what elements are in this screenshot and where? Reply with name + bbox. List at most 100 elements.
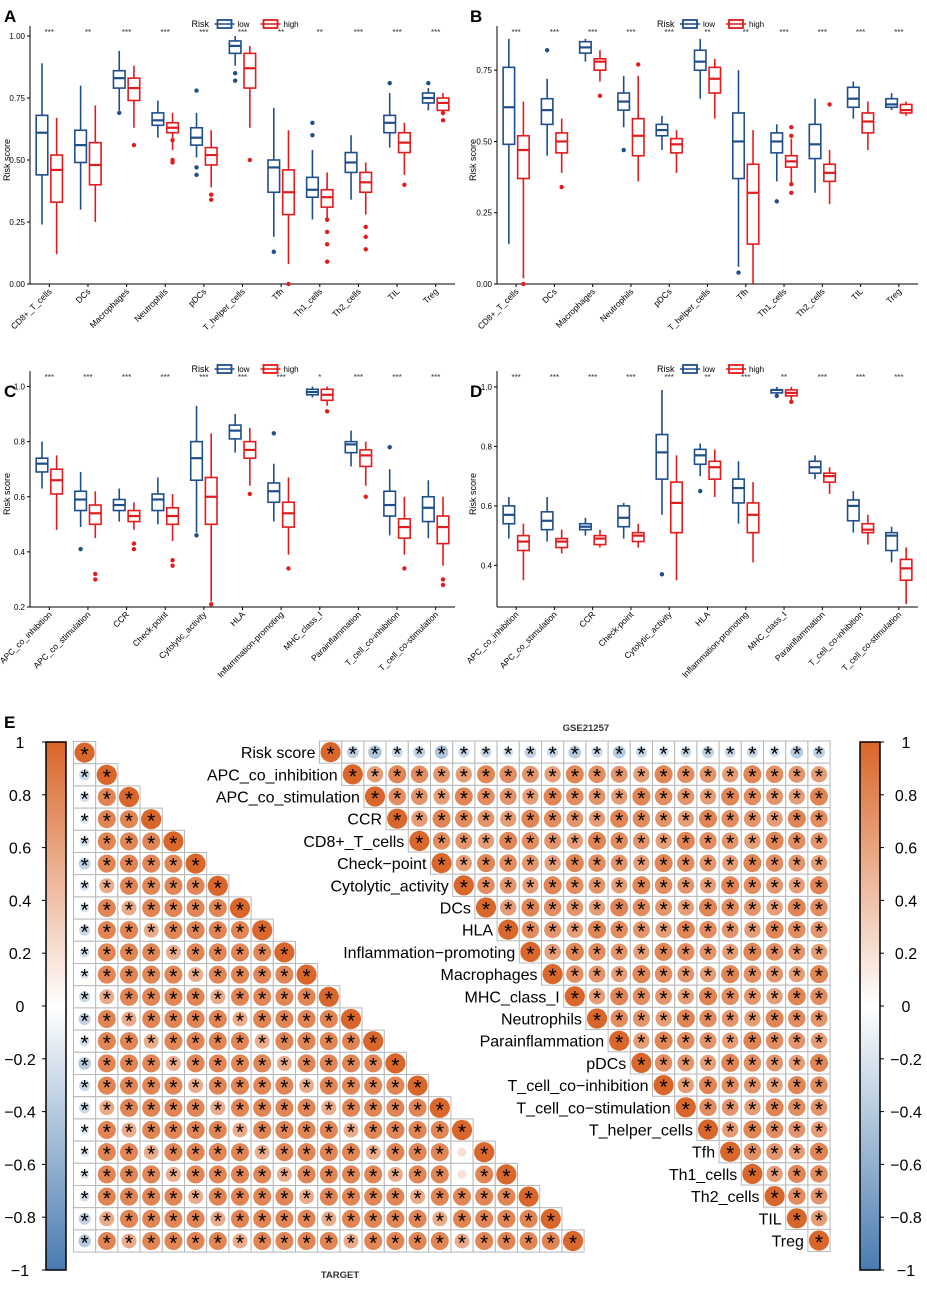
corr-circle — [810, 1010, 828, 1027]
corr-circle — [408, 1165, 427, 1184]
significance-marker: * — [482, 765, 490, 788]
significance-marker: * — [504, 854, 512, 877]
corr-circle — [119, 1165, 139, 1184]
outlier-point — [363, 234, 368, 240]
significance-marker: * — [660, 921, 668, 944]
corr-circle — [521, 832, 540, 850]
outlier-point — [521, 281, 526, 287]
significance-marker: * — [214, 1032, 222, 1055]
box-high-APC_co_inhibition — [516, 523, 530, 581]
box-iqr — [693, 49, 707, 72]
significance-marker: * — [81, 1099, 89, 1122]
significance-marker: * — [391, 1054, 399, 1077]
significance-marker: * — [726, 788, 734, 811]
corr-circle — [455, 809, 473, 828]
significance-marker: * — [125, 855, 133, 878]
corr-circle — [677, 788, 695, 805]
significance-marker: * — [726, 1121, 734, 1144]
outlier-point — [170, 557, 175, 563]
corr-circle — [79, 991, 91, 1003]
significance-marker: * — [103, 1054, 111, 1077]
box-iqr — [631, 531, 645, 543]
significance-marker: * — [147, 1165, 155, 1188]
significance-marker: * — [280, 1232, 288, 1255]
colorbar-tick-label: −0.8 — [4, 1210, 36, 1227]
significance-label: ** — [781, 373, 787, 382]
corr-circle — [230, 943, 250, 962]
significance-label: *** — [511, 28, 520, 37]
corr-circle — [524, 746, 537, 759]
box-low-T_helper_cells — [693, 38, 707, 99]
corr-circle — [164, 1187, 183, 1206]
corr-circle — [455, 854, 472, 872]
corr-circle — [164, 1209, 183, 1228]
significance-marker: * — [236, 1032, 244, 1055]
corr-circle — [457, 1169, 467, 1179]
significance-marker: * — [660, 965, 668, 988]
corr-circle — [340, 1008, 362, 1030]
corr-circle — [364, 1076, 383, 1095]
significance-label: *** — [894, 28, 903, 37]
significance-marker: * — [704, 788, 712, 811]
significance-marker: * — [771, 987, 779, 1010]
box-iqr — [112, 69, 126, 89]
significance-marker: * — [214, 877, 222, 900]
corr-circle — [253, 1120, 272, 1140]
significance-marker: * — [347, 1077, 355, 1100]
significance-marker: * — [280, 1010, 288, 1033]
box-iqr — [243, 52, 257, 89]
corr-circle — [809, 1053, 829, 1072]
significance-marker: * — [815, 1010, 823, 1033]
corr-circle — [408, 1120, 427, 1140]
significance-marker: * — [526, 810, 534, 833]
significance-marker: * — [192, 1010, 200, 1033]
corr-circle — [97, 1165, 116, 1184]
significance-marker: * — [549, 899, 557, 922]
outlier-point — [698, 488, 703, 494]
box-iqr — [731, 478, 746, 504]
corr-circle — [142, 1231, 161, 1251]
significance-marker: * — [147, 877, 155, 900]
x-tick-label: Check-point — [596, 609, 636, 649]
significance-marker: * — [526, 921, 534, 944]
corr-circle — [810, 766, 828, 783]
corr-circle — [186, 1231, 205, 1251]
significance-marker: * — [147, 1077, 155, 1100]
significance-marker: * — [369, 1232, 377, 1255]
corr-circle — [253, 987, 272, 1006]
significance-marker: * — [615, 788, 623, 811]
corr-circle — [208, 1032, 227, 1051]
significance-marker: * — [682, 765, 690, 788]
outlier-point — [93, 571, 98, 577]
significance-marker: * — [771, 810, 779, 833]
corr-circle — [253, 1231, 272, 1251]
significance-marker: * — [103, 899, 111, 922]
corr-circle — [654, 876, 673, 895]
outlier-point — [170, 157, 175, 163]
corr-circle — [813, 746, 825, 759]
significance-marker: * — [81, 810, 89, 833]
box-iqr — [267, 482, 281, 504]
significance-marker: * — [571, 788, 579, 811]
significance-marker: * — [147, 988, 155, 1011]
colorbar-tick-label: −1 — [897, 1263, 915, 1280]
colorbar-tick-label: −0.2 — [890, 1052, 922, 1069]
box-low-Parainflammation — [344, 430, 358, 467]
corr-circle — [547, 746, 559, 758]
significance-marker: * — [549, 810, 557, 833]
significance-marker: * — [371, 788, 379, 811]
corr-circle — [297, 987, 316, 1006]
corr-circle — [387, 808, 408, 829]
corr-circle — [699, 1098, 717, 1117]
box-iqr — [189, 440, 204, 482]
significance-marker: * — [436, 1099, 444, 1122]
significance-marker: * — [236, 1010, 244, 1033]
corr-circle — [230, 1187, 250, 1206]
corr-circle — [119, 1209, 139, 1228]
corr-circle — [676, 920, 695, 939]
corr-circle — [543, 876, 562, 895]
box-high-APC_co_inhibition — [50, 455, 64, 530]
corr-circle — [341, 1143, 361, 1162]
corr-circle — [299, 1078, 315, 1094]
corr-circle — [676, 1009, 695, 1028]
